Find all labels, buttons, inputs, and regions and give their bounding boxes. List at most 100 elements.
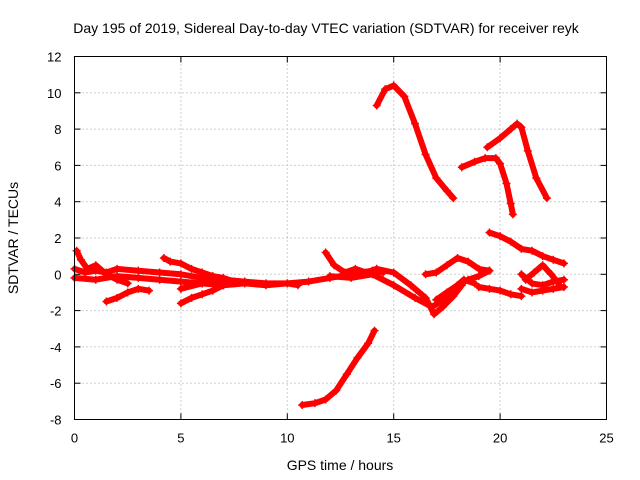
series-track-n bbox=[298, 326, 379, 409]
series-track-l bbox=[432, 266, 494, 304]
data-point bbox=[517, 123, 526, 132]
data-point bbox=[470, 157, 479, 166]
y-tick-label: -4 bbox=[50, 340, 62, 355]
data-point bbox=[432, 295, 441, 304]
data-point bbox=[421, 270, 430, 279]
data-point bbox=[530, 268, 539, 277]
data-point bbox=[91, 275, 100, 284]
x-axis-label: GPS time / hours bbox=[287, 457, 394, 473]
data-point bbox=[449, 292, 458, 301]
series-line bbox=[299, 327, 378, 408]
data-point bbox=[262, 281, 271, 290]
data-point bbox=[134, 273, 143, 282]
data-point bbox=[372, 264, 381, 273]
data-point bbox=[123, 288, 132, 297]
data-point bbox=[470, 279, 479, 288]
data-point bbox=[496, 159, 505, 168]
data-point bbox=[198, 290, 207, 299]
y-tick-label: 6 bbox=[54, 158, 61, 173]
data-point bbox=[332, 386, 341, 395]
data-point bbox=[438, 302, 447, 311]
data-point bbox=[496, 286, 505, 295]
y-tick-label: 4 bbox=[54, 195, 61, 210]
data-point bbox=[134, 284, 143, 293]
data-point bbox=[474, 264, 483, 273]
x-tick-label: 25 bbox=[599, 431, 613, 446]
data-point bbox=[432, 268, 441, 277]
y-tick-label: -8 bbox=[50, 413, 62, 428]
data-point bbox=[389, 268, 398, 277]
data-point bbox=[453, 281, 462, 290]
x-tick-label: 5 bbox=[177, 431, 184, 446]
data-point bbox=[506, 237, 515, 246]
y-tick-label: 2 bbox=[54, 231, 61, 246]
data-point bbox=[506, 125, 515, 134]
data-point bbox=[453, 253, 462, 262]
series-track-j bbox=[372, 264, 466, 319]
data-point bbox=[155, 275, 164, 284]
series-track-o bbox=[372, 81, 458, 203]
y-tick-label: -6 bbox=[50, 376, 62, 391]
data-point bbox=[283, 279, 292, 288]
data-point bbox=[559, 259, 568, 268]
data-point bbox=[502, 179, 511, 188]
chart-title: Day 195 of 2019, Sidereal Day-to-day VTE… bbox=[73, 20, 579, 36]
data-point bbox=[430, 310, 439, 319]
data-point bbox=[76, 255, 85, 264]
data-point bbox=[176, 259, 185, 268]
data-point bbox=[521, 275, 530, 284]
data-point bbox=[442, 186, 451, 195]
data-point bbox=[134, 266, 143, 275]
data-point bbox=[442, 288, 451, 297]
series-track-s bbox=[517, 283, 568, 297]
data-point bbox=[389, 281, 398, 290]
y-tick-label: 0 bbox=[54, 267, 61, 282]
data-point bbox=[528, 246, 537, 255]
data-point bbox=[496, 134, 505, 143]
data-point bbox=[549, 284, 558, 293]
series-line bbox=[433, 267, 493, 303]
data-point bbox=[347, 273, 356, 282]
data-point bbox=[406, 281, 415, 290]
data-point bbox=[485, 228, 494, 237]
data-point bbox=[166, 257, 175, 266]
data-point bbox=[547, 270, 556, 279]
data-point bbox=[506, 290, 515, 299]
data-point bbox=[464, 257, 473, 266]
data-point bbox=[513, 119, 522, 128]
series-track-r bbox=[485, 228, 568, 268]
data-point bbox=[113, 264, 122, 273]
y-tick-label: 8 bbox=[54, 122, 61, 137]
data-point bbox=[91, 261, 100, 270]
data-point bbox=[421, 150, 430, 159]
data-point bbox=[506, 199, 515, 208]
y-tick-label: -2 bbox=[50, 304, 62, 319]
data-point bbox=[528, 279, 537, 288]
data-point bbox=[176, 284, 185, 293]
data-point bbox=[330, 261, 339, 270]
data-point bbox=[113, 275, 122, 284]
data-point bbox=[532, 174, 541, 183]
series-line bbox=[177, 276, 227, 292]
data-point bbox=[517, 244, 526, 253]
data-point bbox=[304, 277, 313, 286]
data-point bbox=[342, 370, 351, 379]
data-point bbox=[230, 279, 239, 288]
data-point bbox=[123, 279, 132, 288]
data-point bbox=[474, 272, 483, 281]
series-line bbox=[373, 82, 457, 202]
series-line bbox=[458, 155, 516, 218]
series-track-c bbox=[72, 246, 132, 288]
data-point bbox=[372, 101, 381, 110]
series-line bbox=[322, 249, 380, 276]
data-point bbox=[155, 268, 164, 277]
series-track-g bbox=[176, 275, 228, 293]
axis-ticks: 0 5 10 15 20 25 -8 -6 -4 -2 0 2 4 6 8 10 12 bbox=[47, 50, 614, 446]
data-point bbox=[159, 253, 168, 262]
y-tick-label: 10 bbox=[47, 86, 61, 101]
data-point bbox=[410, 119, 419, 128]
data-point bbox=[310, 399, 319, 408]
data-point bbox=[351, 264, 360, 273]
data-point bbox=[364, 339, 373, 348]
